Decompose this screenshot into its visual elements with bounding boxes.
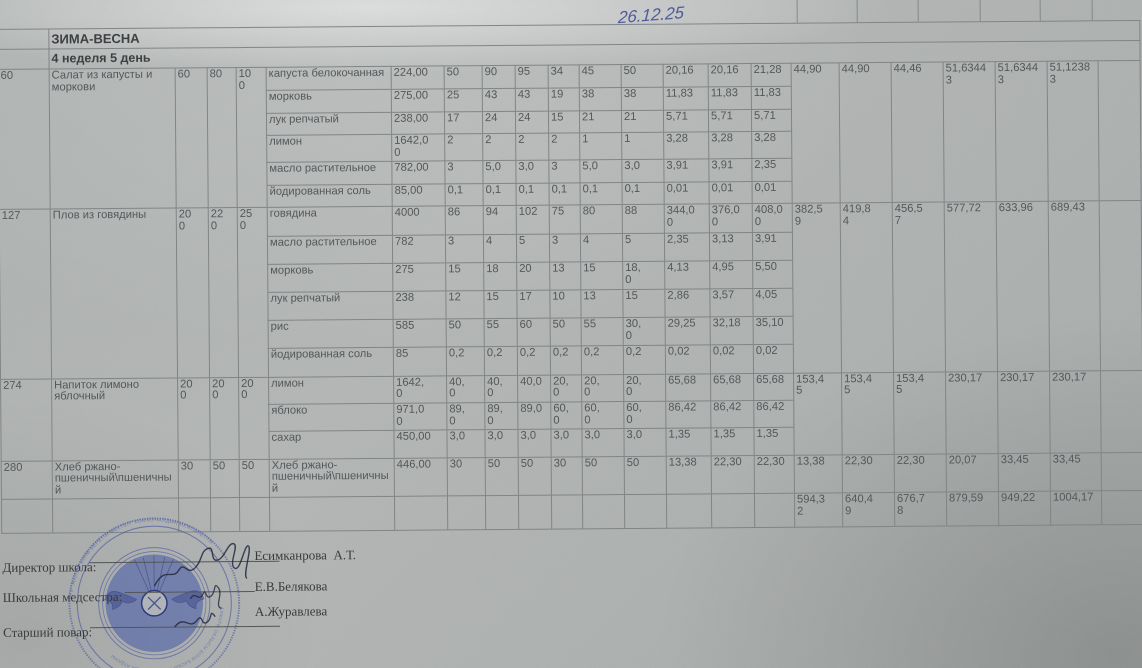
svg-text:26.12.25: 26.12.25 [617,3,686,27]
